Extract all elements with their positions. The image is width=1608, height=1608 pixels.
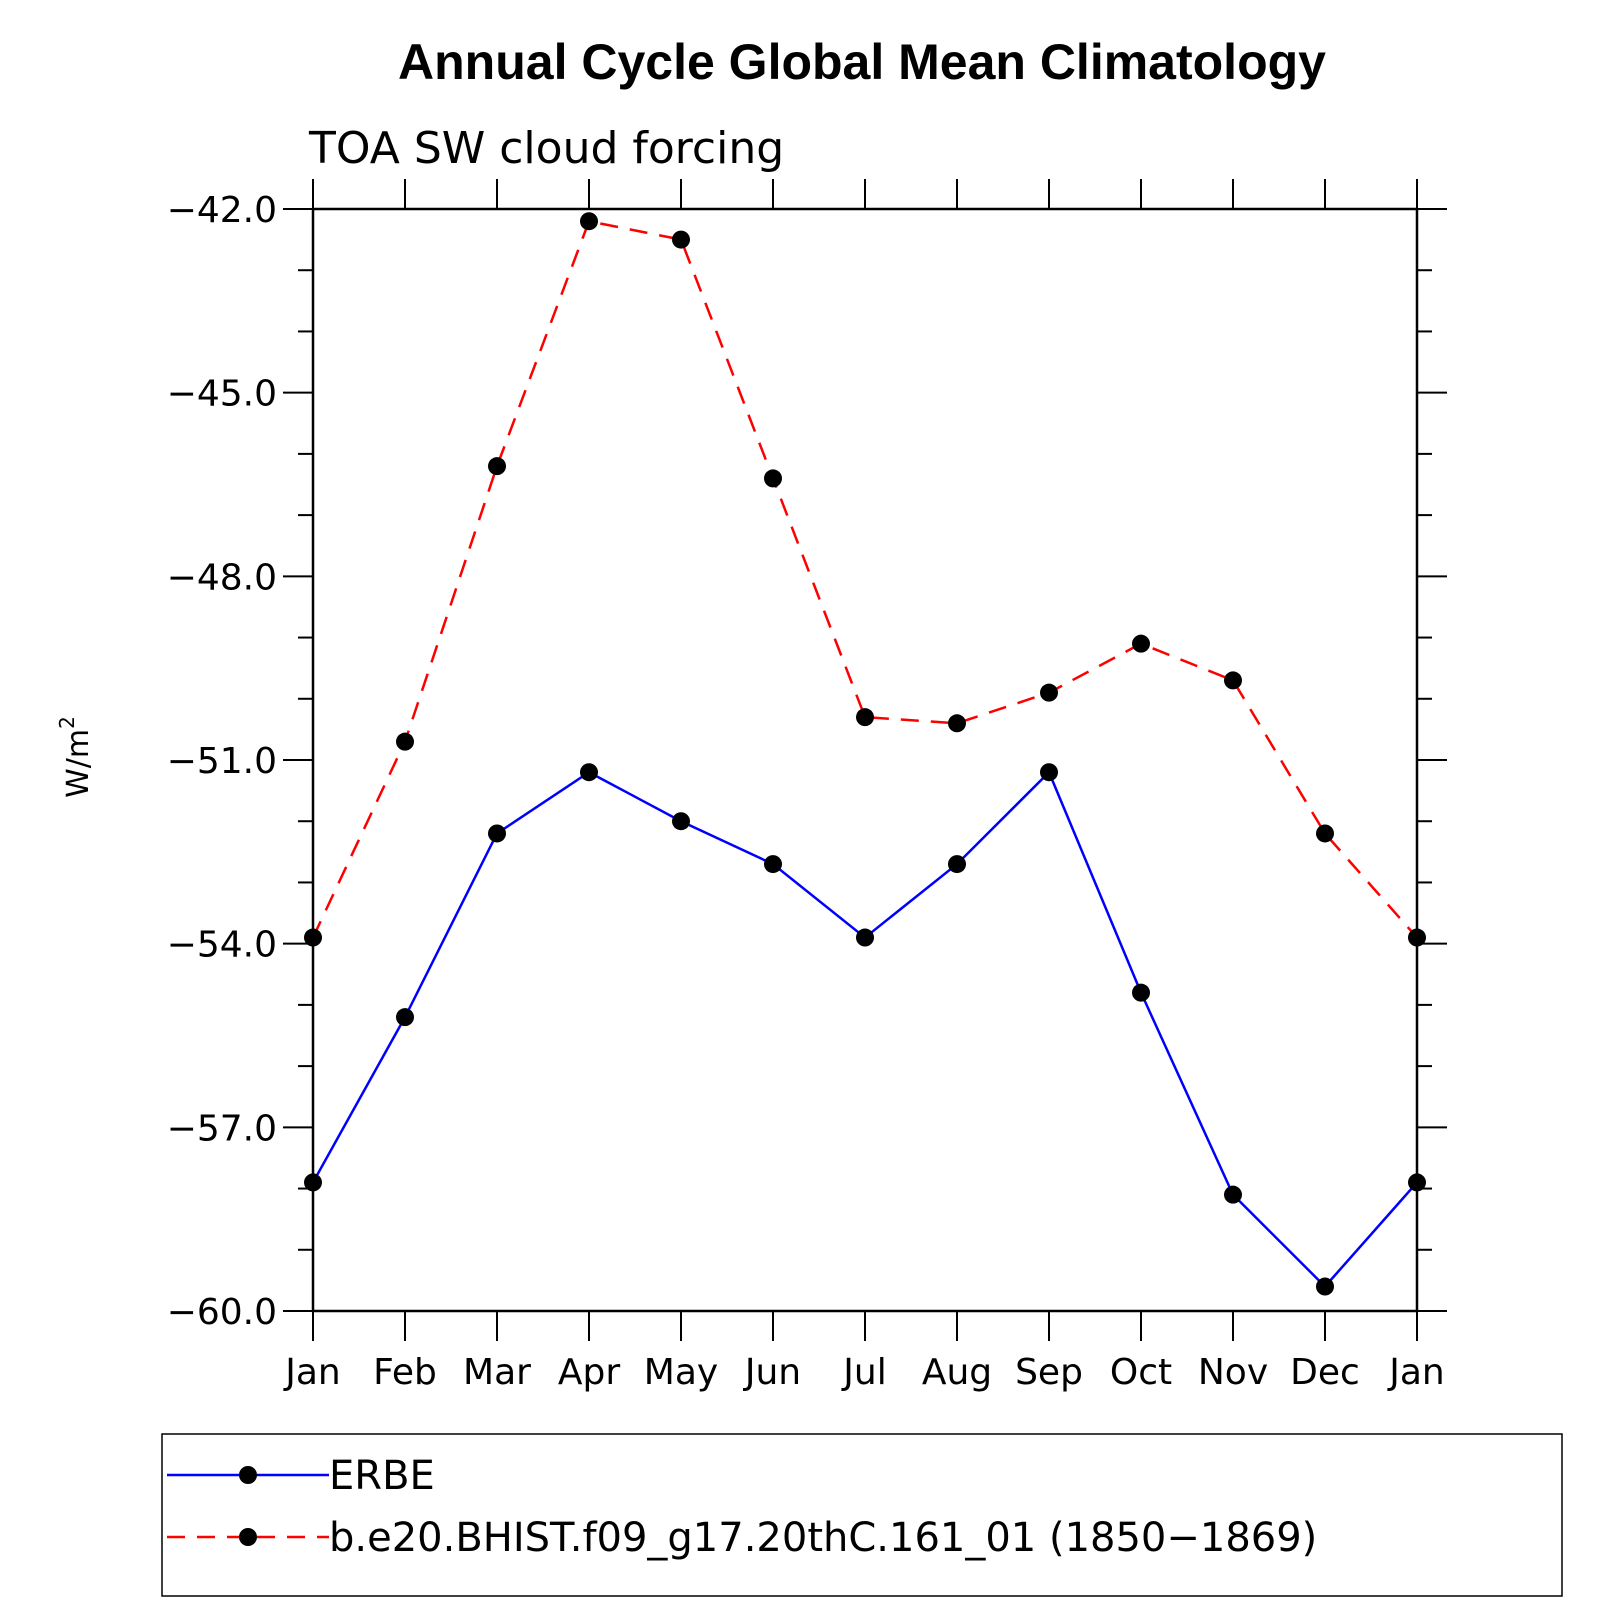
series-line-1 [311, 219, 1418, 939]
series-line-0 [311, 770, 1418, 1289]
y-tick-label: −57.0 [167, 1108, 277, 1149]
x-tick-label: Jan [1387, 1352, 1445, 1393]
y-axis-label-superscript: 2 [55, 716, 79, 729]
series-0-point [1224, 1185, 1242, 1204]
legend-marker-model [239, 1528, 257, 1546]
x-tick-label: Sep [1015, 1352, 1083, 1393]
legend-marker-erbe [239, 1466, 257, 1484]
series-0-point [1316, 1277, 1334, 1296]
y-tick-label: −45.0 [167, 374, 277, 415]
series-1-point [1040, 683, 1058, 702]
x-tick-label: Jan [283, 1352, 341, 1393]
chart-subtitle: TOA SW cloud forcing [308, 123, 784, 174]
series-1-point [396, 732, 414, 751]
x-tick-label: Dec [1290, 1352, 1360, 1393]
series-0-point [1408, 1173, 1426, 1192]
series-0-point [764, 855, 782, 874]
chart-title: Annual Cycle Global Mean Climatology [398, 34, 1326, 90]
y-axis-label-base: W/m [61, 729, 96, 798]
series-0-point [580, 763, 598, 782]
series-1-point [488, 457, 506, 476]
x-axis: Jan Feb Mar Apr May Jun Jul Aug Sep Oct Nov Dec Jan [283, 179, 1445, 1393]
y-tick-label: −60.0 [167, 1292, 277, 1333]
series-1-point [580, 212, 598, 231]
y-axis: −42.0 −45.0 −48.0 −51.0 −54.0 −57.0 −60.0 [167, 190, 1447, 1333]
x-tick-label: Feb [373, 1352, 437, 1393]
series-1-point [304, 928, 322, 947]
series-1-point [1132, 634, 1150, 653]
x-tick-label: May [644, 1352, 718, 1393]
series-0-point [396, 1008, 414, 1027]
plot-frame [311, 207, 1419, 1313]
series-0-point [1132, 983, 1150, 1002]
x-tick-label: Mar [463, 1352, 531, 1393]
y-axis-label: W/m2 [55, 716, 96, 798]
series-0-point [304, 1173, 322, 1192]
series-1-point [672, 230, 690, 249]
series-1-point [1224, 671, 1242, 690]
legend-box [161, 1433, 1563, 1597]
series-1-point [1316, 824, 1334, 843]
x-tick-label: Aug [922, 1352, 992, 1393]
x-tick-label: Nov [1198, 1352, 1268, 1393]
x-tick-label: Oct [1110, 1352, 1172, 1393]
series-0-point [856, 928, 874, 947]
series-1-point [1408, 928, 1426, 947]
legend-label-model: b.e20.BHIST.f09_g17.20thC.161_01 (1850−1… [329, 1515, 1317, 1561]
y-tick-label: −42.0 [167, 190, 277, 231]
series-1-point [948, 714, 966, 733]
y-tick-label: −54.0 [167, 925, 277, 966]
series-0-point [948, 855, 966, 874]
series-0-point [488, 824, 506, 843]
x-tick-label: Apr [558, 1352, 620, 1393]
series-0-point [672, 812, 690, 831]
y-tick-label: −48.0 [167, 557, 277, 598]
x-tick-label: Jun [743, 1352, 801, 1393]
y-tick-label: −51.0 [167, 741, 277, 782]
series-1-point [856, 708, 874, 727]
legend-label-erbe: ERBE [329, 1453, 435, 1499]
x-tick-label: Jul [841, 1352, 886, 1393]
legend: ERBE b.e20.BHIST.f09_g17.20thC.161_01 (1… [161, 1433, 1563, 1597]
series-layer [304, 212, 1426, 1296]
series-1-point [764, 469, 782, 488]
series-0-point [1040, 763, 1058, 782]
